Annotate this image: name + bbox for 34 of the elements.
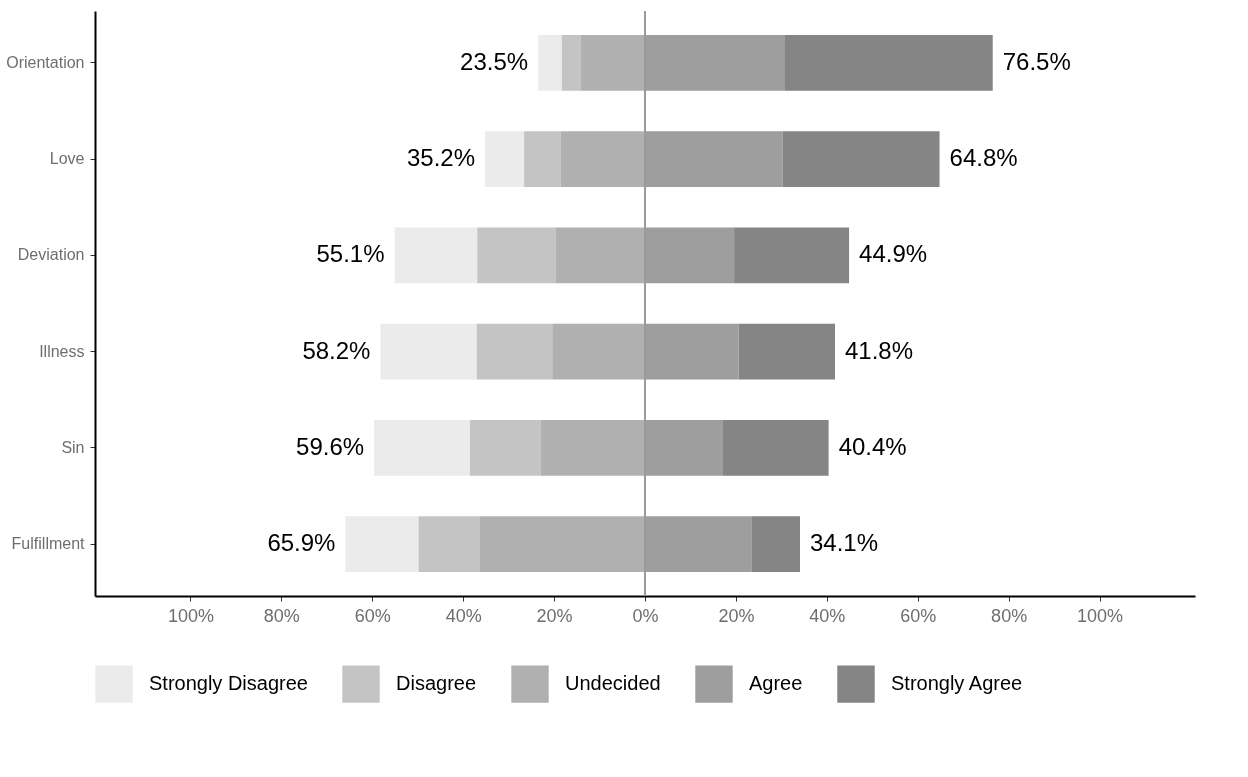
annotation: 34.1% [810, 529, 879, 557]
x-tick-label: 40% [809, 605, 846, 626]
legend-label: Agree [749, 672, 803, 695]
x-tick-label: 60% [354, 605, 391, 626]
x-tick-label: 40% [445, 605, 482, 626]
y-tick-label: Fulfillment [11, 535, 86, 553]
annotation: 58.2% [302, 336, 371, 364]
y-tick-label: Deviation [17, 246, 85, 264]
x-tick-label: 100% [167, 605, 214, 626]
x-tick-label: 0% [632, 605, 659, 626]
legend-label: Disagree [396, 672, 477, 695]
y-tick-label: Sin [61, 438, 85, 456]
annotation: 64.8% [949, 144, 1018, 172]
annotation: 44.9% [859, 240, 928, 268]
annotation: 65.9% [267, 529, 336, 557]
x-tick-label: 20% [536, 605, 573, 626]
annotation: 55.1% [316, 240, 385, 268]
legend-label: Strongly Disagree [149, 672, 308, 695]
annotation: 59.6% [296, 432, 365, 460]
legend-label: Undecided [565, 672, 661, 695]
x-tick-label: 80% [991, 605, 1028, 626]
y-tick-label: Orientation [6, 53, 85, 71]
x-tick-label: 20% [718, 605, 755, 626]
annotation: 23.5% [460, 47, 529, 75]
legend-label: Strongly Agree [891, 672, 1023, 695]
y-tick-label: Illness [39, 342, 85, 360]
annotation: 41.8% [845, 336, 914, 364]
x-tick-label: 80% [263, 605, 300, 626]
y-tick-label: Love [49, 150, 85, 168]
x-tick-label: 100% [1077, 605, 1124, 626]
annotation: 76.5% [1002, 47, 1071, 75]
annotation: 35.2% [406, 144, 475, 172]
annotation: 40.4% [838, 432, 907, 460]
x-tick-label: 60% [900, 605, 937, 626]
